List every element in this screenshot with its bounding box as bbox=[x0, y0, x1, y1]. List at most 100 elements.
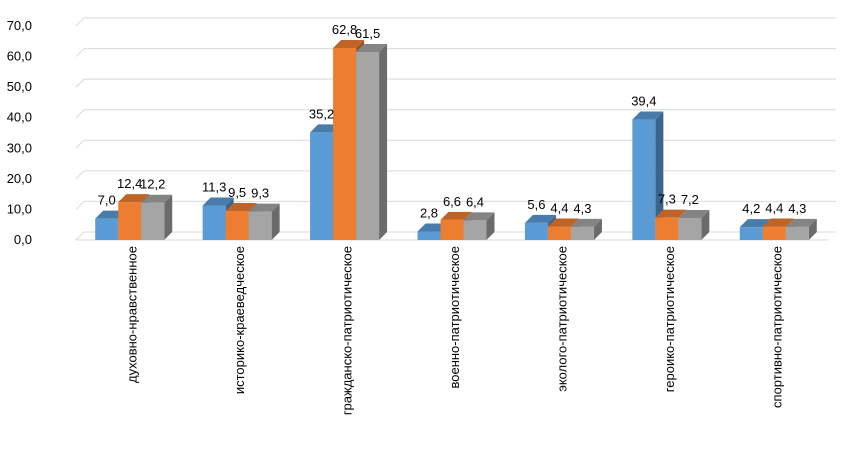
data-label: 4,4 bbox=[765, 201, 783, 216]
category-label: героико-патриотическое bbox=[662, 246, 677, 392]
bar-top bbox=[678, 209, 710, 218]
bar bbox=[547, 218, 579, 240]
data-label: 7,3 bbox=[658, 192, 676, 207]
gridline-depth bbox=[75, 231, 85, 241]
bar bbox=[632, 111, 664, 240]
bar-top bbox=[762, 218, 794, 227]
bar-front bbox=[762, 226, 786, 240]
category-label: эколого-патриотическое bbox=[554, 246, 569, 392]
bar-side bbox=[701, 209, 710, 240]
data-label: 4,4 bbox=[550, 201, 568, 216]
y-tick-label: 0,0 bbox=[14, 232, 32, 247]
bar-top bbox=[632, 111, 664, 120]
x-axis: духовно-нравственное историко-краеведческ… bbox=[125, 246, 785, 415]
data-label: 4,3 bbox=[788, 201, 806, 216]
data-label: 12,4 bbox=[117, 176, 142, 191]
y-tick-label: 60,0 bbox=[7, 49, 32, 64]
gridline-depth bbox=[75, 201, 85, 210]
bar-side bbox=[164, 194, 173, 240]
bar-front bbox=[440, 219, 464, 240]
bar-side bbox=[593, 218, 602, 240]
y-axis: 0,0 10,0 20,0 30,0 40,0 50,0 60,0 70,0 bbox=[7, 18, 32, 247]
category-label: духовно-нравственное bbox=[125, 246, 140, 383]
bar-front bbox=[95, 218, 119, 240]
data-label: 39,4 bbox=[631, 94, 656, 109]
y-tick-label: 50,0 bbox=[7, 79, 32, 94]
data-label: 61,5 bbox=[355, 26, 380, 41]
data-label: 11,3 bbox=[202, 179, 226, 194]
bar bbox=[570, 218, 602, 240]
bar-top bbox=[785, 218, 817, 227]
bar-front bbox=[524, 222, 548, 240]
gridline-depth bbox=[75, 78, 85, 88]
bar-side bbox=[271, 203, 280, 240]
bar-front bbox=[248, 211, 272, 240]
bar-front bbox=[570, 226, 594, 240]
bar-top bbox=[524, 214, 556, 223]
gridline-depth bbox=[75, 17, 85, 27]
bar-front bbox=[225, 210, 249, 240]
data-label: 9,5 bbox=[228, 185, 246, 200]
bar-front bbox=[739, 227, 763, 240]
bar-side bbox=[379, 43, 388, 240]
bar-front bbox=[202, 205, 226, 240]
data-label: 5,6 bbox=[527, 197, 545, 212]
bars-layer bbox=[95, 40, 817, 240]
data-label: 6,4 bbox=[466, 194, 484, 209]
bar-top bbox=[225, 202, 257, 211]
data-label: 4,3 bbox=[573, 201, 591, 216]
bar-side bbox=[655, 111, 664, 240]
bar-front bbox=[785, 226, 809, 240]
y-tick-label: 40,0 bbox=[7, 110, 32, 125]
bar bbox=[248, 203, 280, 240]
gridline-depth bbox=[75, 170, 85, 180]
category-label: историко-краеведческое bbox=[232, 246, 247, 394]
bar-top bbox=[440, 211, 472, 220]
data-labels-layer: 7,012,412,2 11,3 9,5 9,3 35,2 62,861,5 2,8 6,6 6… bbox=[98, 22, 807, 220]
bar-front bbox=[333, 48, 357, 240]
bar bbox=[463, 212, 495, 240]
y-tick-label: 30,0 bbox=[7, 140, 32, 155]
bar-front bbox=[141, 202, 165, 240]
bar-front bbox=[356, 51, 380, 240]
data-label: 7,2 bbox=[681, 192, 699, 207]
bar-top bbox=[118, 194, 150, 203]
data-label: 12,2 bbox=[140, 177, 165, 192]
category-label: военно-патриотическое bbox=[447, 246, 462, 389]
bar-top bbox=[570, 218, 602, 227]
category-label: гражданско-патриотическое bbox=[340, 246, 355, 415]
bar-top bbox=[739, 219, 771, 228]
data-label: 6,6 bbox=[443, 194, 461, 209]
bar bbox=[678, 209, 710, 240]
bar bbox=[524, 214, 556, 240]
data-label: 4,2 bbox=[742, 201, 760, 216]
bar bbox=[785, 218, 817, 240]
bar-top bbox=[547, 218, 579, 227]
gridline-depth bbox=[75, 109, 85, 119]
bar-front bbox=[632, 119, 656, 240]
bar-front bbox=[310, 132, 334, 240]
bar-front bbox=[417, 231, 441, 240]
bar-top bbox=[141, 194, 173, 203]
category-label: спортивно-патриотическое bbox=[769, 246, 784, 408]
data-label: 35,2 bbox=[309, 106, 334, 121]
bar-top bbox=[333, 40, 365, 49]
bar-front bbox=[655, 217, 679, 240]
bar bbox=[141, 194, 173, 240]
data-label: 9,3 bbox=[251, 186, 269, 201]
bar-side bbox=[486, 212, 495, 240]
bar-top bbox=[655, 209, 687, 218]
y-tick-label: 20,0 bbox=[7, 171, 32, 186]
gridline-depth bbox=[75, 48, 85, 57]
bar-top bbox=[356, 43, 388, 52]
bar-front bbox=[547, 226, 571, 240]
bar-top bbox=[202, 197, 234, 206]
bar-front bbox=[118, 202, 142, 240]
data-label: 2,8 bbox=[420, 205, 438, 220]
gridline-depth bbox=[75, 139, 85, 149]
y-tick-label: 10,0 bbox=[7, 201, 32, 216]
data-label: 7,0 bbox=[98, 193, 116, 208]
bar-front bbox=[678, 217, 702, 240]
data-label: 62,8 bbox=[332, 22, 357, 37]
